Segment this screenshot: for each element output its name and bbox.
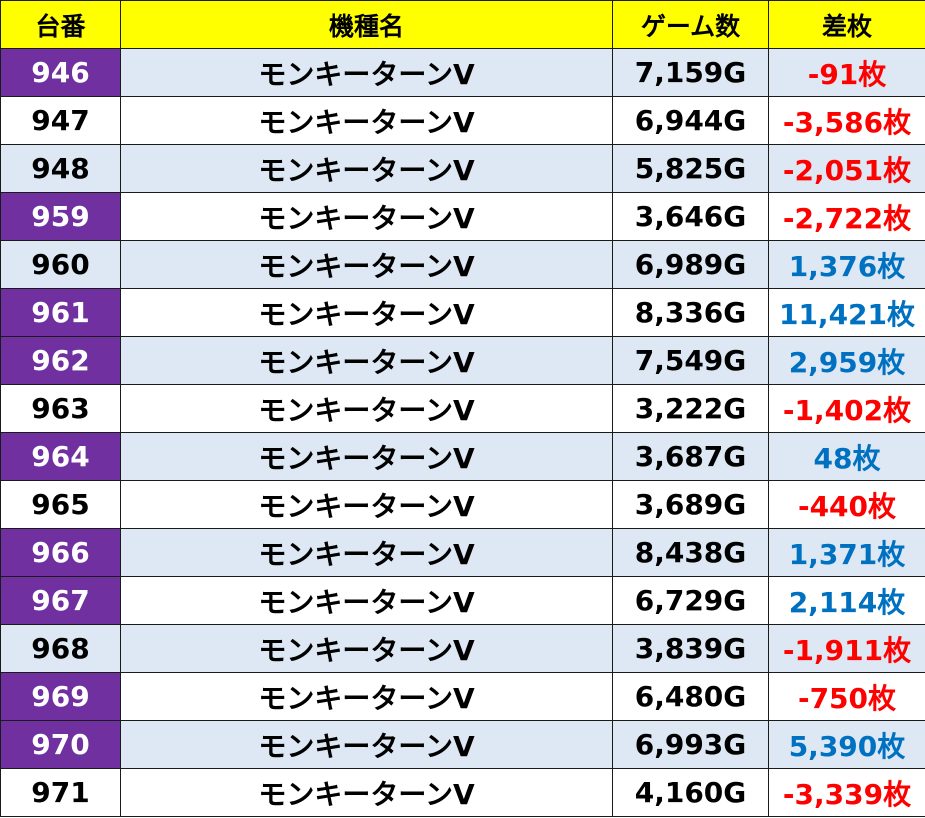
table-row: 965 モンキーターンV 3,689G -440枚	[0, 480, 925, 529]
difference-cell: 5,390枚	[768, 720, 925, 769]
difference-cell: -3,586枚	[768, 96, 925, 145]
machine-no-cell: 965	[0, 480, 121, 529]
model-name-cell: モンキーターンV	[120, 336, 613, 385]
machine-no-cell: 959	[0, 192, 121, 241]
machine-no-cell: 970	[0, 720, 121, 769]
games-cell: 6,989G	[612, 240, 769, 289]
machine-no-cell: 964	[0, 432, 121, 481]
header-games: ゲーム数	[612, 0, 769, 49]
games-cell: 3,222G	[612, 384, 769, 433]
model-name-cell: モンキーターンV	[120, 384, 613, 433]
model-name-cell: モンキーターンV	[120, 288, 613, 337]
machine-no-cell: 946	[0, 48, 121, 97]
machine-no-cell: 947	[0, 96, 121, 145]
difference-cell: -1,911枚	[768, 624, 925, 673]
model-name-cell: モンキーターンV	[120, 480, 613, 529]
games-cell: 7,549G	[612, 336, 769, 385]
machine-no-cell: 971	[0, 768, 121, 817]
table-row: 964 モンキーターンV 3,687G 48枚	[0, 432, 925, 481]
games-cell: 7,159G	[612, 48, 769, 97]
games-cell: 6,480G	[612, 672, 769, 721]
machine-no-cell: 966	[0, 528, 121, 577]
difference-cell: -91枚	[768, 48, 925, 97]
machine-no-cell: 962	[0, 336, 121, 385]
difference-cell: 11,421枚	[768, 288, 925, 337]
model-name-cell: モンキーターンV	[120, 48, 613, 97]
table-row: 966 モンキーターンV 8,438G 1,371枚	[0, 528, 925, 577]
machine-no-cell: 960	[0, 240, 121, 289]
table-row: 946 モンキーターンV 7,159G -91枚	[0, 48, 925, 97]
table-row: 963 モンキーターンV 3,222G -1,402枚	[0, 384, 925, 433]
difference-cell: 1,376枚	[768, 240, 925, 289]
header-row: 台番 機種名 ゲーム数 差枚	[0, 0, 925, 49]
table-row: 970 モンキーターンV 6,993G 5,390枚	[0, 720, 925, 769]
machine-no-cell: 967	[0, 576, 121, 625]
games-cell: 8,438G	[612, 528, 769, 577]
model-name-cell: モンキーターンV	[120, 528, 613, 577]
games-cell: 4,160G	[612, 768, 769, 817]
table-row: 948 モンキーターンV 5,825G -2,051枚	[0, 144, 925, 193]
table-row: 959 モンキーターンV 3,646G -2,722枚	[0, 192, 925, 241]
table-row: 961 モンキーターンV 8,336G 11,421枚	[0, 288, 925, 337]
model-name-cell: モンキーターンV	[120, 192, 613, 241]
header-difference: 差枚	[768, 0, 925, 49]
model-name-cell: モンキーターンV	[120, 432, 613, 481]
table-row: 971 モンキーターンV 4,160G -3,339枚	[0, 768, 925, 817]
model-name-cell: モンキーターンV	[120, 144, 613, 193]
games-cell: 3,839G	[612, 624, 769, 673]
model-name-cell: モンキーターンV	[120, 96, 613, 145]
games-cell: 6,729G	[612, 576, 769, 625]
model-name-cell: モンキーターンV	[120, 720, 613, 769]
model-name-cell: モンキーターンV	[120, 624, 613, 673]
table-body: 946 モンキーターンV 7,159G -91枚 947 モンキーターンV 6,944G -3…	[0, 48, 925, 817]
header-model-name: 機種名	[120, 0, 613, 49]
table-row: 967 モンキーターンV 6,729G 2,114枚	[0, 576, 925, 625]
machine-no-cell: 968	[0, 624, 121, 673]
table-row: 947 モンキーターンV 6,944G -3,586枚	[0, 96, 925, 145]
machine-no-cell: 969	[0, 672, 121, 721]
difference-cell: -2,051枚	[768, 144, 925, 193]
games-cell: 6,993G	[612, 720, 769, 769]
header-machine-no: 台番	[0, 0, 121, 49]
table-row: 960 モンキーターンV 6,989G 1,376枚	[0, 240, 925, 289]
difference-cell: -2,722枚	[768, 192, 925, 241]
games-cell: 3,689G	[612, 480, 769, 529]
table-row: 962 モンキーターンV 7,549G 2,959枚	[0, 336, 925, 385]
model-name-cell: モンキーターンV	[120, 240, 613, 289]
table-row: 969 モンキーターンV 6,480G -750枚	[0, 672, 925, 721]
table-row: 968 モンキーターンV 3,839G -1,911枚	[0, 624, 925, 673]
games-cell: 3,646G	[612, 192, 769, 241]
difference-cell: 1,371枚	[768, 528, 925, 577]
difference-cell: -440枚	[768, 480, 925, 529]
difference-cell: 2,959枚	[768, 336, 925, 385]
model-name-cell: モンキーターンV	[120, 672, 613, 721]
machine-no-cell: 948	[0, 144, 121, 193]
machine-no-cell: 963	[0, 384, 121, 433]
difference-cell: -3,339枚	[768, 768, 925, 817]
machine-no-cell: 961	[0, 288, 121, 337]
games-cell: 5,825G	[612, 144, 769, 193]
model-name-cell: モンキーターンV	[120, 576, 613, 625]
difference-cell: 48枚	[768, 432, 925, 481]
games-cell: 3,687G	[612, 432, 769, 481]
model-name-cell: モンキーターンV	[120, 768, 613, 817]
difference-cell: 2,114枚	[768, 576, 925, 625]
games-cell: 6,944G	[612, 96, 769, 145]
difference-cell: -1,402枚	[768, 384, 925, 433]
games-cell: 8,336G	[612, 288, 769, 337]
difference-cell: -750枚	[768, 672, 925, 721]
